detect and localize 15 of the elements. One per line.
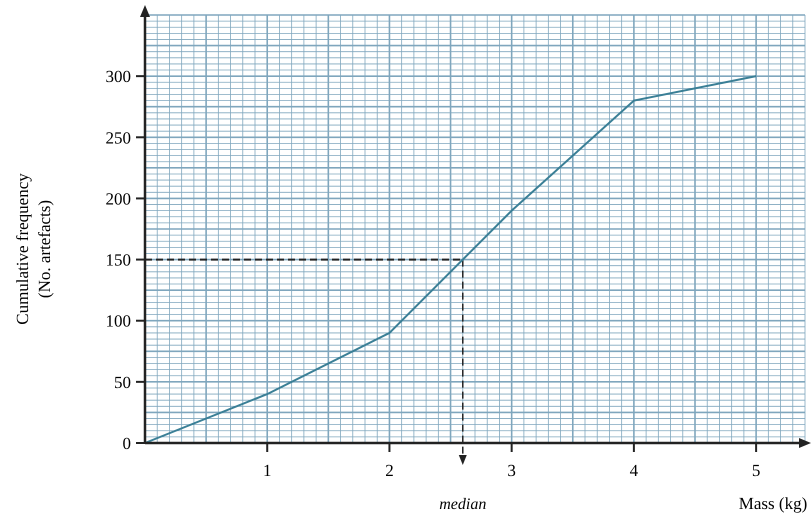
y-tick-label: 150: [106, 250, 131, 270]
y-tick-label: 300: [106, 67, 131, 86]
y-tick-label: 250: [106, 128, 131, 148]
y-tick-label: 200: [106, 189, 131, 208]
y-tick-label: 50: [114, 372, 131, 392]
x-tick-label: 1: [262, 461, 272, 480]
x-tick-label: 3: [507, 461, 516, 480]
x-tick-label: 2: [385, 461, 394, 480]
x-axis-title: Mass (kg): [738, 494, 808, 513]
y-tick-label: 100: [106, 312, 131, 331]
y-axis-title: Cumulative frequency (No. artefacts): [13, 172, 54, 325]
y-tick-label: 0: [122, 434, 131, 453]
x-tick-label: 4: [630, 461, 639, 480]
x-tick-label: 5: [752, 461, 760, 480]
ref-line-label: median: [439, 496, 486, 513]
